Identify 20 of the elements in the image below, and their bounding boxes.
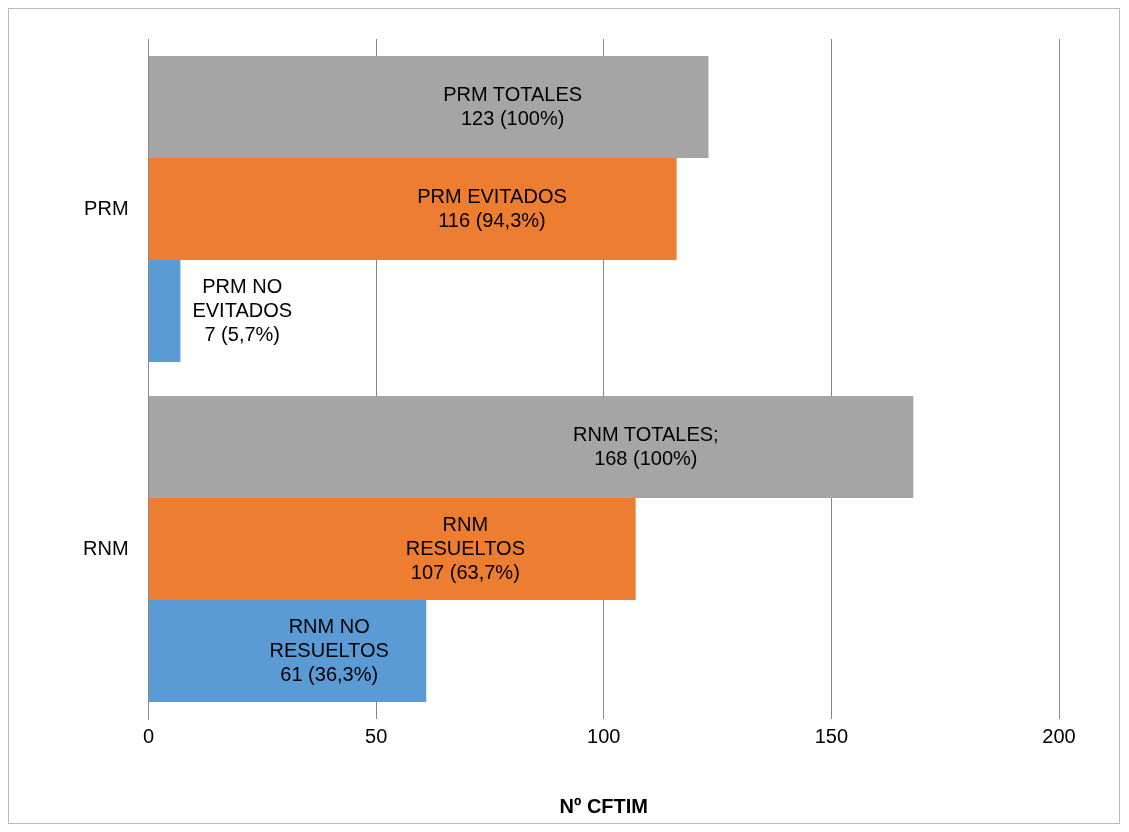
data-label: RNM RESUELTOS 107 (63,7%) [405,512,525,583]
x-tick-label: 50 [365,724,388,747]
bar [149,56,709,158]
data-label: RNM NO RESUELTOS 61 (36,3%) [269,614,389,685]
bar [149,498,636,600]
x-tick-label: 150 [814,724,849,747]
bar [149,158,677,260]
data-label: PRM NO EVITADOS 7 (5,7%) [192,274,293,345]
y-tick-label: PRM [84,196,129,219]
x-tick-label: 100 [587,724,621,747]
data-label: PRM TOTALES 123 (100%) [443,82,583,129]
y-tick-label: RNM [83,536,129,559]
bar [149,600,427,702]
bar [149,260,181,362]
x-tick-label: 200 [1042,724,1076,747]
data-label: RNM TOTALES; 168 (100%) [573,422,719,469]
x-axis-title: Nº CFTIM [559,794,648,817]
x-tick-label: 0 [142,724,155,747]
bar [149,396,914,498]
data-label: PRM EVITADOS 116 (94,3%) [417,184,567,231]
